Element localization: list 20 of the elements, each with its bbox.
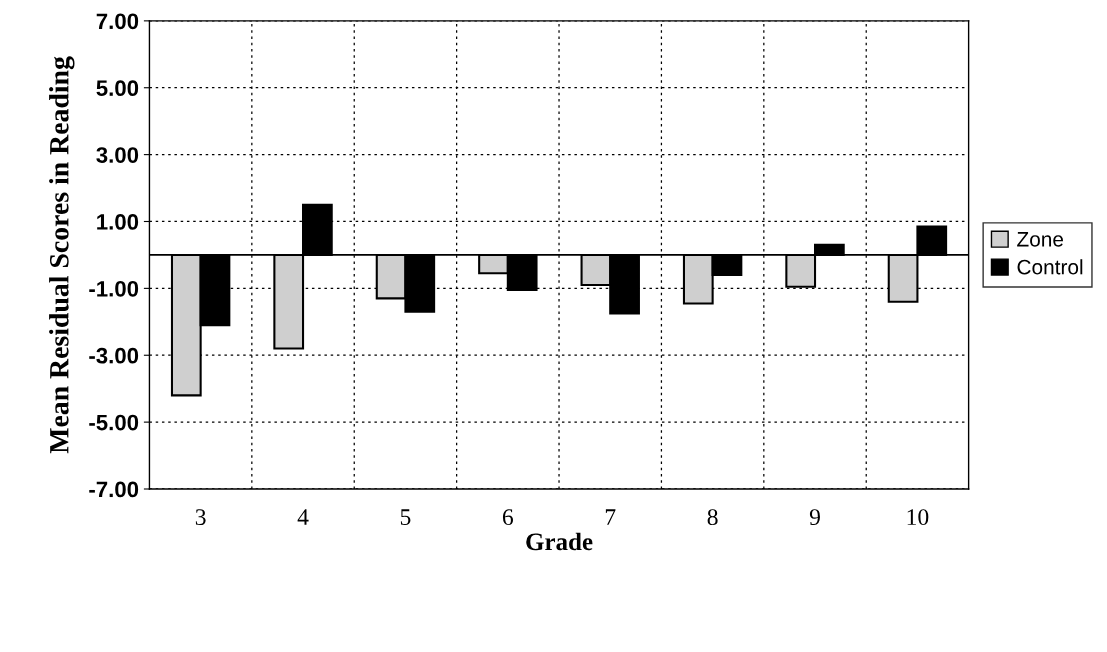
y-tick-label: -5.00 [89,414,139,431]
y-tick-label: 5.00 [96,80,139,97]
y-axis-title: Mean Residual Scores in Reading [49,56,75,454]
x-tick-label: 5 [400,509,411,526]
x-tick-label: 7 [605,509,616,525]
y-tick-label: 3.00 [96,147,139,163]
legend-label: Control [1017,259,1083,275]
x-tick-label: 8 [707,509,718,526]
y-tick-label: 1.00 [97,214,139,230]
y-tick-label: -1.00 [89,280,139,297]
x-axis-title: Grade [526,532,593,551]
x-tick-label: 3 [195,509,206,526]
y-tick-label: -3.00 [89,347,139,364]
y-tick-label: 7.00 [96,13,139,30]
x-tick-label: 9 [809,509,820,526]
x-tick-label: 4 [297,509,309,525]
x-tick-label: 10 [907,509,929,526]
y-tick-label: -7.00 [89,481,139,498]
x-tick-label: 6 [502,509,514,526]
legend-label: Zone [1017,232,1064,247]
